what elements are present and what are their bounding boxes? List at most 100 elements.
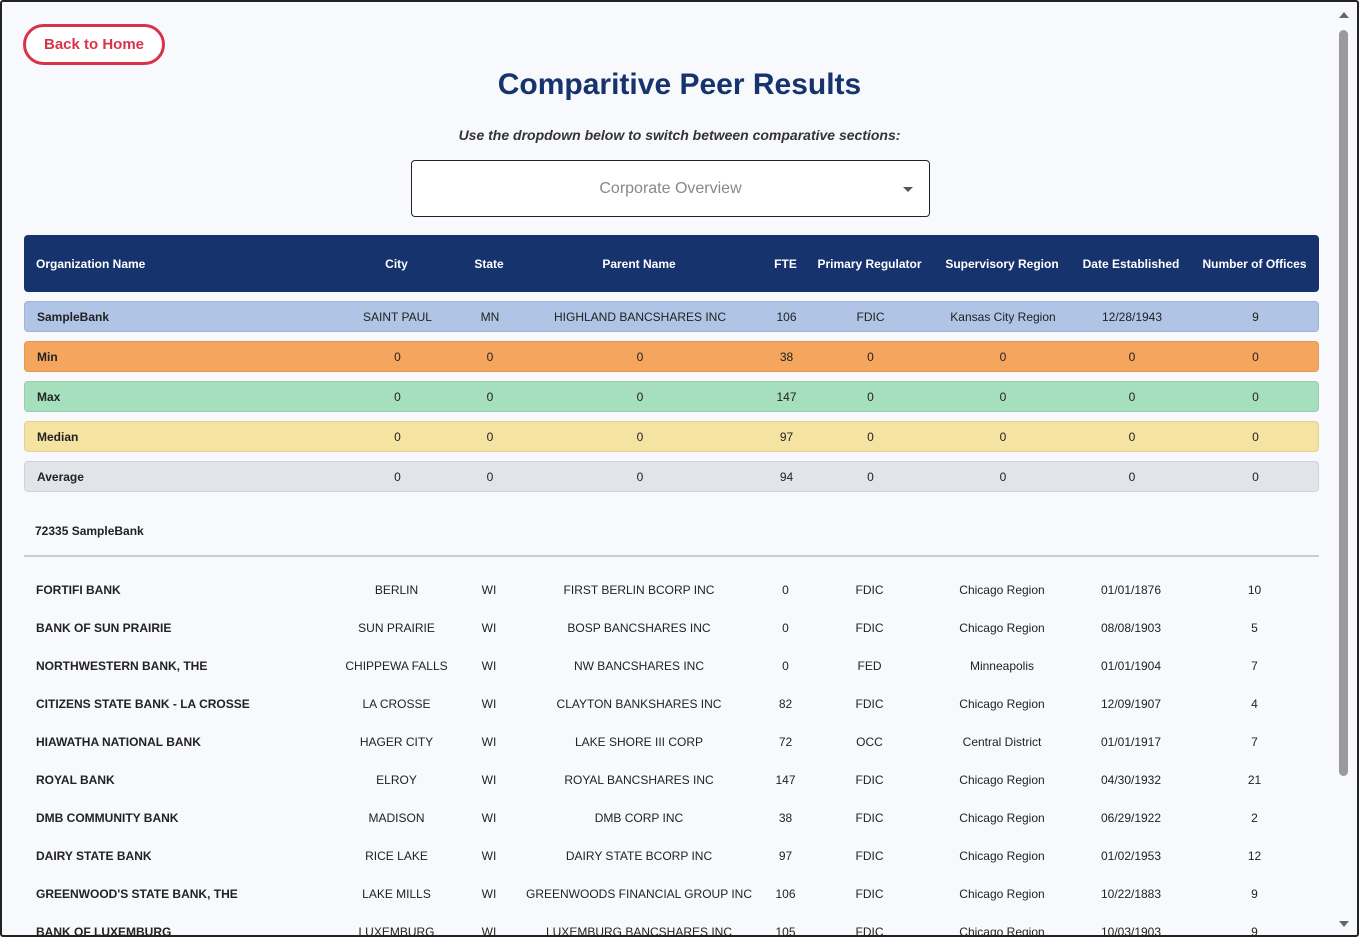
table-cell: Minneapolis xyxy=(969,659,1035,673)
bank-name-cell: HIAWATHA NATIONAL BANK xyxy=(36,735,201,749)
page-subtitle: Use the dropdown below to switch between… xyxy=(458,127,901,143)
summary-row-average: Average 0 0 0 94 0 0 0 0 xyxy=(24,461,1319,492)
table-cell: FDIC xyxy=(855,887,884,901)
back-to-home-button[interactable]: Back to Home xyxy=(23,24,165,65)
table-cell: 0 xyxy=(1252,349,1259,364)
table-cell: 7 xyxy=(1251,659,1258,673)
table-cell: CHIPPEWA FALLS xyxy=(345,659,448,673)
table-cell: 0 xyxy=(999,429,1007,444)
table-cell: 04/30/1932 xyxy=(1100,773,1162,787)
table-cell: 0 xyxy=(1128,389,1136,404)
table-cell: 0 xyxy=(1252,469,1259,484)
table-cell: 10/03/1903 xyxy=(1100,925,1162,937)
table-cell: 0 xyxy=(782,583,789,597)
table-cell: 12/28/1943 xyxy=(1101,309,1163,324)
table-cell: 82 xyxy=(778,697,793,711)
table-cell: 12/09/1907 xyxy=(1100,697,1162,711)
table-cell: WI xyxy=(481,773,497,787)
column-header-parent-name[interactable]: Parent Name xyxy=(602,256,676,271)
table-cell: 147 xyxy=(776,389,797,404)
table-cell: 4 xyxy=(1251,697,1258,711)
table-cell: 97 xyxy=(778,849,793,863)
table-cell: 2 xyxy=(1251,811,1258,825)
table-cell: 01/01/1917 xyxy=(1100,735,1162,749)
table-cell: MN xyxy=(480,309,500,324)
section-dropdown[interactable]: Corporate Overview xyxy=(411,160,930,217)
table-cell: Average xyxy=(37,469,84,484)
table-cell: WI xyxy=(481,583,497,597)
table-cell: Central District xyxy=(962,735,1042,749)
table-cell: 01/02/1953 xyxy=(1100,849,1162,863)
table-row: FORTIFI BANK BERLIN WI FIRST BERLIN BCORP I… xyxy=(24,580,1319,600)
table-cell: 94 xyxy=(779,469,794,484)
table-cell: 97 xyxy=(779,429,794,444)
summary-row-samplebank: SampleBank SAINT PAUL MN HIGHLAND BANCSH… xyxy=(24,301,1319,332)
table-cell: 0 xyxy=(636,429,644,444)
table-cell: 0 xyxy=(1128,429,1136,444)
table-cell: 08/08/1903 xyxy=(1100,621,1162,635)
chevron-down-icon xyxy=(903,187,913,192)
vertical-scrollbar[interactable] xyxy=(1333,4,1355,935)
table-cell: WI xyxy=(481,925,497,937)
table-cell: 147 xyxy=(775,773,796,787)
table-cell: DAIRY STATE BCORP INC xyxy=(565,849,713,863)
table-cell: Median xyxy=(37,429,79,444)
table-cell: FED xyxy=(857,659,882,673)
table-row: BANK OF LUXEMBURG LUXEMBURG WI LUXEMBURG BA… xyxy=(24,922,1319,937)
scroll-down-arrow-icon[interactable] xyxy=(1339,921,1349,927)
column-header-state[interactable]: State xyxy=(474,256,504,271)
column-header-fte[interactable]: FTE xyxy=(774,256,797,271)
table-cell: SAINT PAUL xyxy=(363,309,432,324)
table-cell: 0 xyxy=(999,469,1007,484)
scroll-thumb[interactable] xyxy=(1339,30,1348,776)
column-header-primary-regulator[interactable]: Primary Regulator xyxy=(817,256,922,271)
bank-name-cell: FORTIFI BANK xyxy=(36,583,121,597)
table-cell: Chicago Region xyxy=(959,697,1045,711)
table-cell: 0 xyxy=(867,389,874,404)
table-cell: HIGHLAND BANCSHARES INC xyxy=(553,309,727,324)
table-cell: 12 xyxy=(1247,849,1262,863)
bank-name-cell: ROYAL BANK xyxy=(36,773,115,787)
table-cell: LA CROSSE xyxy=(362,697,431,711)
table-cell: LAKE MILLS xyxy=(362,887,431,901)
column-header-organization-name[interactable]: Organization Name xyxy=(36,256,146,271)
table-cell: 0 xyxy=(1252,389,1259,404)
column-header-number-of-offices[interactable]: Number of Offices xyxy=(1202,256,1307,271)
table-cell: 7 xyxy=(1251,735,1258,749)
table-cell: 0 xyxy=(394,429,401,444)
column-header-supervisory-region[interactable]: Supervisory Region xyxy=(945,256,1059,271)
column-header-date-established[interactable]: Date Established xyxy=(1082,256,1180,271)
table-cell: 0 xyxy=(486,429,494,444)
table-cell: 0 xyxy=(1128,469,1136,484)
table-cell: 106 xyxy=(775,887,796,901)
table-cell: WI xyxy=(481,659,497,673)
section-dropdown-value: Corporate Overview xyxy=(599,179,742,197)
table-cell: SUN PRAIRIE xyxy=(358,621,435,635)
table-cell: ELROY xyxy=(376,773,417,787)
table-cell: 01/01/1876 xyxy=(1100,583,1162,597)
table-cell: Min xyxy=(37,349,58,364)
table-cell: 9 xyxy=(1252,309,1259,324)
table-cell: Chicago Region xyxy=(959,583,1045,597)
table-cell: BOSP BANCSHARES INC xyxy=(567,621,711,635)
table-cell: GREENWOODS FINANCIAL GROUP INC xyxy=(525,887,753,901)
table-cell: Chicago Region xyxy=(959,621,1045,635)
table-cell: 10 xyxy=(1247,583,1262,597)
table-cell: FDIC xyxy=(855,925,884,937)
table-cell: 0 xyxy=(394,349,401,364)
table-cell: 0 xyxy=(782,659,789,673)
table-row: GREENWOOD'S STATE BANK, THE LAKE MILLS WI G… xyxy=(24,884,1319,904)
bank-name-cell: DAIRY STATE BANK xyxy=(36,849,152,863)
table-cell: 0 xyxy=(394,469,401,484)
scroll-up-arrow-icon[interactable] xyxy=(1339,12,1349,18)
column-header-city[interactable]: City xyxy=(385,256,408,271)
table-cell: FDIC xyxy=(855,811,884,825)
table-cell: 0 xyxy=(636,469,644,484)
table-cell: 06/29/1922 xyxy=(1100,811,1162,825)
table-cell: OCC xyxy=(856,735,883,749)
table-cell: FDIC xyxy=(855,773,884,787)
table-cell: LAKE SHORE III CORP xyxy=(574,735,704,749)
table-cell: 01/01/1904 xyxy=(1100,659,1162,673)
bank-name-cell: DMB COMMUNITY BANK xyxy=(36,811,179,825)
